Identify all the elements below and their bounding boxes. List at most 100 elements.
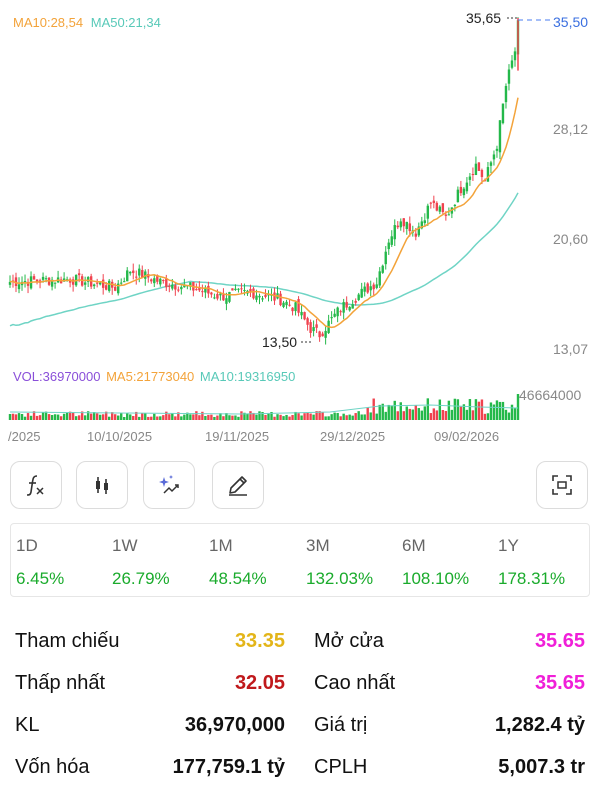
indicator-fx-icon [26, 475, 44, 496]
volume-bar [210, 414, 213, 420]
perf-6m[interactable]: 6M 108.10% [402, 536, 470, 588]
stock-chart[interactable]: 35,50 28,12 20,60 13,07 35,65 13,50 4666… [0, 0, 600, 455]
volume-bar [159, 416, 162, 420]
candle-body [498, 120, 502, 153]
volume-bar [498, 401, 502, 420]
candle-body [309, 322, 312, 333]
indicator-button[interactable] [10, 461, 62, 509]
perf-1y[interactable]: 1Y 178.31% [498, 536, 566, 588]
volume-bar [372, 398, 375, 420]
volume-bar [366, 407, 369, 420]
candle-body [177, 289, 180, 291]
volume-bar [351, 415, 354, 420]
candle-body [213, 297, 216, 299]
candle-body [456, 189, 460, 203]
volume-bar [444, 411, 448, 420]
volume-bar [264, 414, 267, 420]
volume-bar [333, 412, 336, 420]
candle-body [369, 286, 372, 291]
candle-body [23, 280, 27, 283]
candle-body [360, 288, 363, 298]
volume-bar [459, 406, 463, 420]
candle-body [117, 283, 120, 294]
candle-body [77, 273, 81, 276]
volume-bar [95, 413, 99, 420]
volume-bar [246, 413, 249, 420]
perf-1d[interactable]: 1D 6.45% [16, 536, 65, 588]
volume-bar [141, 413, 144, 420]
candle-body [273, 292, 276, 301]
candle-body [95, 282, 99, 284]
volume-bar [300, 415, 303, 420]
high-label: Cao nhất [314, 672, 396, 694]
volume-bars [8, 394, 520, 420]
volume-bar [318, 411, 321, 420]
volume-bar [324, 416, 327, 420]
volume-bar [390, 405, 393, 420]
candle-body [471, 173, 475, 176]
volume-bar [273, 416, 276, 420]
volume-bar [411, 409, 414, 420]
draw-button[interactable] [212, 461, 264, 509]
volume-bar [156, 416, 159, 420]
candle-body [174, 285, 177, 290]
volume-bar [71, 412, 75, 420]
shares-value: 5,007.3 tr [498, 756, 585, 778]
volume-bar [201, 411, 204, 420]
candle-body [435, 202, 439, 211]
volume-axis-label: 46664000 [519, 387, 582, 403]
ai-analysis-button[interactable] [143, 461, 195, 509]
candle-body [132, 270, 135, 274]
volume-bar [243, 412, 246, 420]
volume-bar [153, 413, 156, 420]
volume-bar [65, 412, 69, 420]
perf-3m[interactable]: 3M 132.03% [306, 536, 374, 588]
candle-body [243, 290, 246, 292]
candle-body [8, 281, 12, 285]
candle-body [92, 284, 96, 287]
perf-1w[interactable]: 1W 26.79% [112, 536, 170, 588]
volume-bar [126, 413, 129, 420]
volume-bar [336, 412, 339, 420]
volume-bar [38, 415, 42, 420]
volume-bar [192, 414, 195, 420]
candle-body [321, 333, 324, 337]
volume-bar [384, 411, 387, 420]
candle-body [387, 242, 390, 250]
volume-bar [375, 413, 378, 420]
candle-body [129, 271, 132, 274]
volume-bar [270, 411, 273, 420]
perf-1m[interactable]: 1M 48.54% [209, 536, 267, 588]
fullscreen-icon [552, 475, 572, 495]
candle-body [153, 278, 156, 284]
candle-body [219, 293, 222, 296]
candle-body [285, 301, 288, 306]
candle-body [258, 295, 261, 298]
volume-bar [189, 414, 192, 420]
volume-bar [123, 416, 126, 420]
volume-bar [234, 415, 237, 420]
volume-bar [132, 415, 135, 420]
volume-bar [354, 413, 357, 420]
volume-bar [195, 411, 198, 420]
candlestick-series [8, 17, 520, 345]
volume-bar [426, 398, 430, 420]
volume-bar [285, 414, 288, 420]
candle-body [513, 51, 517, 61]
candle-body [201, 291, 204, 293]
candle-body [198, 287, 201, 291]
volume-bar [486, 413, 490, 420]
ma10-legend: MA10:28,54 [13, 15, 84, 30]
volume-bar [489, 402, 493, 420]
volume-bar [348, 414, 351, 420]
volume-bar [89, 413, 93, 420]
volume-bar [282, 416, 285, 420]
candle-body [417, 226, 421, 236]
volume-bar [44, 411, 48, 420]
fullscreen-button[interactable] [536, 461, 588, 509]
candle-body [507, 69, 511, 84]
volume-bar [387, 404, 390, 420]
chart-type-button[interactable] [76, 461, 128, 509]
candle-body [432, 200, 436, 204]
candle-body [399, 221, 402, 228]
